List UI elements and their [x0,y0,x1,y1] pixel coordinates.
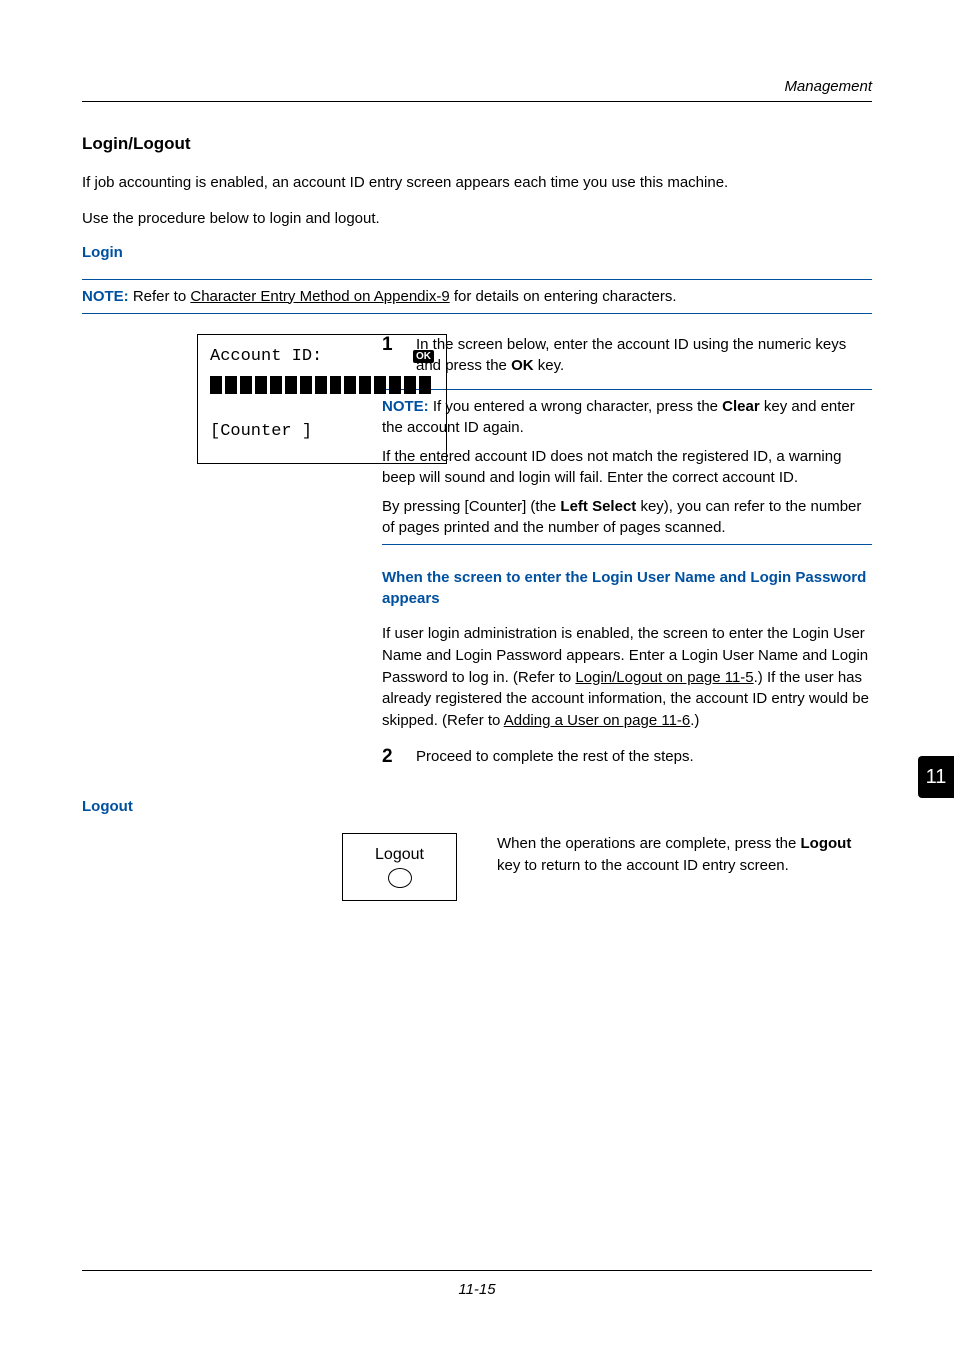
logout-button-icon [388,868,412,888]
note2-l1-pre: If you entered a wrong character, press … [429,398,723,415]
step-1-text: In the screen below, enter the account I… [416,334,872,378]
logout-box-label: Logout [375,846,424,864]
footer-page-number: 11-15 [82,1281,872,1298]
step-2: 2 Proceed to complete the rest of the st… [382,746,872,768]
chapter-tab: 11 [918,756,954,798]
cursor-cell [225,376,237,394]
when-heading: When the screen to enter the Login User … [382,567,872,609]
lcd-counter-label: [Counter ] [210,422,434,441]
cursor-cell [419,376,431,394]
note2-line1: NOTE: If you entered a wrong character, … [382,396,872,438]
logout-text: When the operations are complete, press … [497,833,872,901]
when-body: If user login administration is enabled,… [382,623,872,732]
section-title: Login/Logout [82,134,872,154]
cursor-cell [389,376,401,394]
step1-post: key. [534,357,565,374]
header-section-label: Management [82,78,872,95]
when-link1[interactable]: Login/Logout on page 11-5 [575,669,753,686]
cursor-cell [374,376,386,394]
header-rule [82,101,872,102]
right-column: 1 In the screen below, enter the account… [382,334,872,780]
lcd-screen: Account ID: OK [197,334,447,464]
note1-pre: Refer to [129,288,191,305]
cursor-cell [315,376,327,394]
note2-line2: If the entered account ID does not match… [382,446,872,488]
cursor-cell [330,376,342,394]
cursor-cell [404,376,416,394]
footer: 11-15 [82,1270,872,1298]
lcd-cursor-row [210,376,434,394]
cursor-cell [240,376,252,394]
cursor-cell [300,376,312,394]
logout-pre: When the operations are complete, press … [497,835,801,852]
step1-ok: OK [511,357,534,374]
page-container: Management Login/Logout If job accountin… [0,0,954,1350]
logout-post: key to return to the account ID entry sc… [497,857,789,874]
lcd-line-1: Account ID: OK [210,347,434,366]
intro-paragraph-1: If job accounting is enabled, an account… [82,172,872,194]
note-block-1: NOTE: Refer to Character Entry Method on… [82,279,872,314]
step-1: 1 In the screen below, enter the account… [382,334,872,378]
footer-rule [82,1270,872,1271]
lcd-title: Account ID: [210,347,322,366]
note1-link[interactable]: Character Entry Method on Appendix-9 [190,288,449,305]
when-link2[interactable]: Adding a User on page 11-6 [504,712,691,729]
note2-l3-pre: By pressing [Counter] (the [382,498,560,515]
note1-post: for details on entering characters. [450,288,677,305]
step-2-number: 2 [382,746,398,768]
note-label: NOTE: [82,288,129,305]
cursor-cell [344,376,356,394]
cursor-cell [255,376,267,394]
note2-leftselect: Left Select [560,498,636,515]
cursor-cell [270,376,282,394]
note2-clear: Clear [722,398,760,415]
logout-bold: Logout [801,835,852,852]
step1-pre: In the screen below, enter the account I… [416,336,846,375]
note2-line3: By pressing [Counter] (the Left Select k… [382,496,872,538]
cursor-cell [359,376,371,394]
intro-paragraph-2: Use the procedure below to login and log… [82,208,872,230]
logout-heading: Logout [82,798,872,815]
left-column: Account ID: OK [82,334,342,780]
cursor-cell [210,376,222,394]
step-2-text: Proceed to complete the rest of the step… [416,746,694,768]
cursor-cell [285,376,297,394]
ok-badge-icon: OK [413,350,434,363]
header: Management [82,78,872,102]
logout-left: Logout [82,833,457,901]
two-column-layout: Account ID: OK [82,334,872,780]
logout-key-box: Logout [342,833,457,901]
logout-row: Logout When the operations are complete,… [82,833,872,901]
note-block-2: NOTE: If you entered a wrong character, … [382,389,872,545]
login-heading: Login [82,244,872,261]
when-post: .) [690,712,699,729]
